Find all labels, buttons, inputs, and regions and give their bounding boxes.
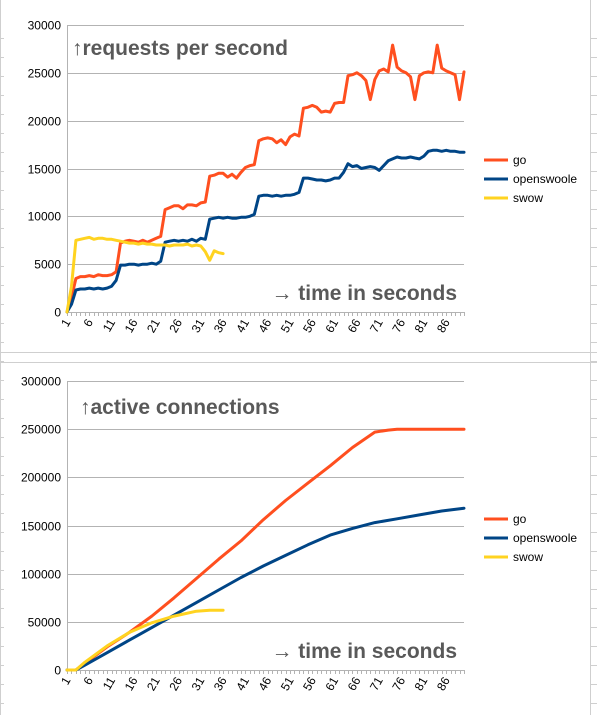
legend-label-go: go: [513, 153, 527, 167]
y-tick-label: 50000: [28, 616, 62, 630]
legend-label-openswoole: openswoole: [513, 172, 577, 186]
x-tick-label: 61: [322, 316, 341, 335]
legend: go openswoole swow: [484, 512, 577, 564]
plot-area: [67, 25, 464, 312]
x-tick-label: 51: [278, 674, 297, 693]
x-tick-label: 76: [389, 674, 408, 693]
y-tick-label: 25000: [28, 67, 62, 81]
x-tick-label: 21: [144, 674, 163, 693]
y-tick-label: 0: [54, 306, 61, 320]
series-line-go[interactable]: [65, 43, 466, 314]
x-tick-label: 11: [100, 674, 119, 692]
x-tick-label: 71: [367, 674, 386, 693]
x-tick-label: 56: [300, 316, 319, 335]
x-tick-label: 36: [211, 316, 230, 335]
series-line-openswoole[interactable]: [65, 506, 466, 672]
y-tick-label: 100000: [21, 568, 61, 582]
x-tick-label: 21: [144, 316, 163, 335]
legend: go openswoole swow: [484, 153, 577, 205]
x-tick-label: 51: [278, 316, 297, 335]
x-tick-label: 46: [256, 316, 275, 335]
legend-label-go: go: [513, 512, 527, 526]
time-annotation: → time in seconds: [271, 282, 457, 305]
x-tick-label: 66: [345, 316, 364, 335]
x-tick-label: 41: [233, 316, 252, 335]
y-tick-label: 200000: [21, 471, 61, 485]
y-tick-label: 250000: [21, 423, 61, 437]
x-tick-label: 1: [58, 674, 74, 687]
x-tick-label: 61: [322, 674, 341, 693]
x-tick-label: 36: [211, 674, 230, 693]
x-tick-label: 86: [434, 316, 453, 335]
x-tick-label: 31: [189, 674, 208, 693]
x-tick-label: 76: [389, 316, 408, 335]
y-tick-label: 0: [54, 664, 61, 678]
x-tick-label: 41: [233, 674, 252, 693]
x-tick-label: 26: [166, 674, 185, 693]
x-tick-label: 16: [122, 674, 141, 693]
x-tick-label: 86: [434, 674, 453, 693]
x-tick-label: 11: [100, 316, 119, 334]
x-tick-label: 31: [189, 316, 208, 335]
chart-title: ↑active connections: [80, 396, 280, 419]
legend-label-swow: swow: [513, 550, 543, 564]
y-tick-label: 5000: [34, 258, 61, 272]
y-tick-label: 300000: [21, 375, 61, 389]
x-tick-label: 81: [412, 316, 431, 335]
x-tick-label: 26: [166, 316, 185, 335]
series-line-openswoole[interactable]: [65, 148, 466, 314]
legend-label-swow: swow: [513, 191, 543, 205]
x-tick-label: 81: [412, 674, 431, 693]
x-tick-label: 6: [80, 674, 96, 687]
legend-label-openswoole: openswoole: [513, 531, 577, 545]
chart-title: ↑requests per second: [72, 37, 288, 60]
y-tick-label: 15000: [28, 163, 62, 177]
x-tick-label: 1: [58, 316, 74, 329]
x-tick-label: 56: [300, 674, 319, 693]
y-tick-label: 30000: [28, 19, 62, 33]
series-line-swow[interactable]: [65, 608, 225, 672]
time-annotation: → time in seconds: [271, 640, 457, 663]
plot-area: [67, 381, 464, 670]
x-tick-label: 16: [122, 316, 141, 335]
y-tick-label: 150000: [21, 520, 61, 534]
x-tick-label: 71: [367, 316, 386, 335]
x-tick-label: 46: [256, 674, 275, 693]
x-tick-label: 66: [345, 674, 364, 693]
y-tick-label: 20000: [28, 115, 62, 129]
y-tick-label: 10000: [28, 210, 62, 224]
series-line-swow[interactable]: [65, 235, 225, 314]
x-tick-label: 6: [80, 316, 96, 329]
